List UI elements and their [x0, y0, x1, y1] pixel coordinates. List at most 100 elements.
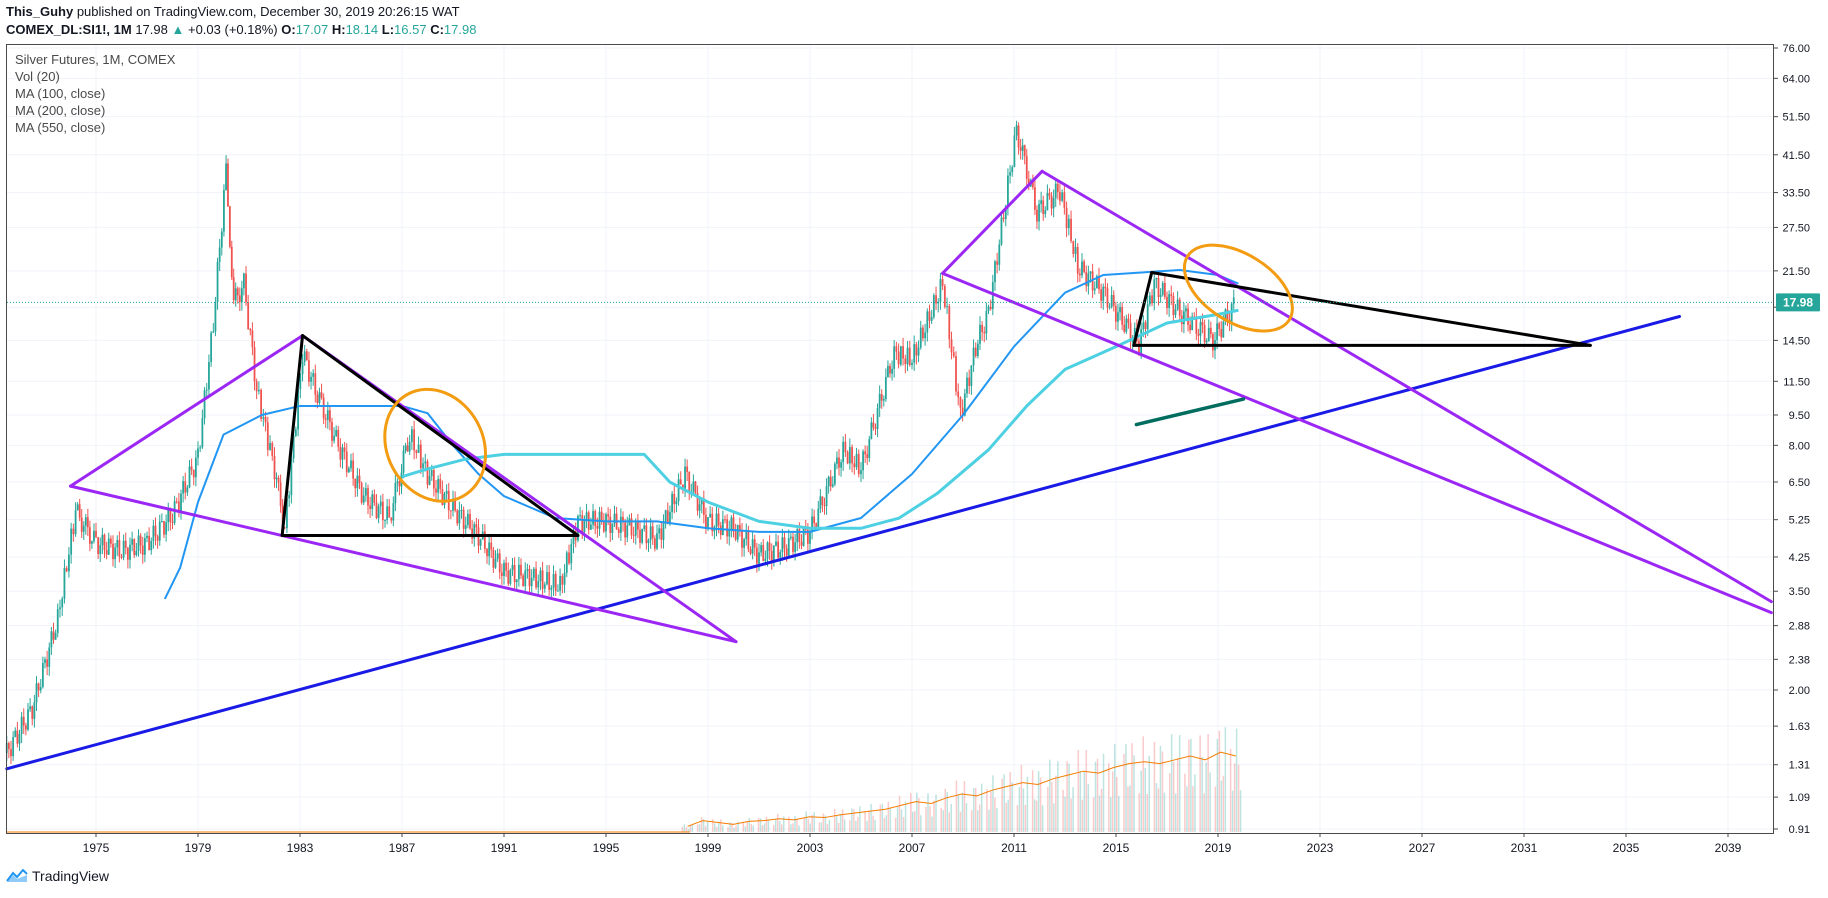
legend-vol[interactable]: Vol (20)	[15, 69, 60, 84]
candle-body	[619, 516, 622, 533]
candle-body	[1059, 192, 1061, 201]
legend-ma100[interactable]: MA (100, close)	[15, 86, 106, 101]
candle-body	[243, 273, 245, 289]
footer-brand[interactable]: TradingView	[6, 868, 109, 884]
candle-body	[44, 659, 46, 663]
candle-body	[324, 418, 327, 420]
candle-body	[946, 306, 948, 308]
candle-body	[581, 515, 584, 532]
volume-bar	[763, 823, 766, 832]
candle-body	[458, 510, 461, 524]
volume-bar	[1186, 786, 1188, 832]
candle-body	[561, 575, 564, 585]
candle-body	[86, 517, 89, 528]
candle-body	[335, 429, 338, 436]
candle-body	[649, 526, 652, 540]
candle-body	[796, 529, 799, 543]
candle-body	[511, 565, 514, 570]
candle-body	[331, 421, 333, 441]
volume-bar	[1085, 749, 1088, 832]
candle-body	[377, 506, 380, 518]
volume-bar	[1224, 727, 1227, 832]
candle-body	[452, 498, 454, 511]
candle-body	[1046, 193, 1049, 211]
candle-body	[524, 570, 527, 587]
volume-bar	[929, 806, 931, 832]
volume-bar	[864, 811, 866, 832]
candle-body	[367, 488, 369, 506]
candle-body	[874, 427, 877, 429]
candle-body	[836, 457, 838, 464]
volume-bar	[857, 816, 859, 832]
volume-bar	[1207, 734, 1209, 832]
candle-body	[833, 463, 836, 485]
candle-body	[915, 344, 918, 356]
candle-body	[972, 347, 975, 366]
candle-body	[339, 446, 342, 460]
volume-bar	[974, 787, 977, 832]
volume-bar	[822, 813, 825, 832]
candle-body	[266, 422, 269, 450]
candle-body	[253, 347, 256, 382]
volume-bar	[868, 811, 870, 832]
candle-body	[630, 518, 633, 536]
candle-body	[1048, 193, 1051, 196]
volume-bar	[843, 819, 846, 832]
volume-bar	[1102, 753, 1105, 832]
volume-bar	[1112, 771, 1114, 832]
candle-body	[150, 540, 153, 551]
candle-body	[1070, 218, 1072, 241]
candle-body	[388, 506, 391, 518]
legend-ma550[interactable]: MA (550, close)	[15, 120, 106, 135]
candle-body	[656, 533, 658, 549]
candle-body	[352, 460, 355, 479]
candle-body	[1067, 218, 1070, 229]
candle-body	[857, 453, 860, 475]
volume-bar	[933, 800, 935, 832]
candle-body	[1212, 333, 1214, 351]
candle-body	[97, 537, 100, 554]
volume-bar	[1172, 761, 1175, 832]
candle-body	[970, 365, 973, 386]
candle-body	[1163, 282, 1166, 297]
candle-body	[585, 512, 588, 521]
candle-body	[948, 306, 951, 340]
volume-bar	[696, 824, 699, 832]
candle-body	[1133, 327, 1136, 339]
candle-body	[1189, 324, 1192, 331]
candle-body	[781, 537, 784, 553]
candle-body	[715, 513, 718, 528]
volume-bar	[959, 811, 962, 832]
volume-bar	[1047, 786, 1049, 832]
candle-body	[811, 516, 813, 532]
y-tick-label: 33.50	[1782, 188, 1810, 200]
author-name[interactable]: This_Guhy	[6, 4, 74, 19]
candle-body	[445, 490, 448, 494]
volume-bar	[1170, 734, 1173, 832]
legend-title[interactable]: Silver Futures, 1M, COMEX	[15, 52, 176, 67]
candle-body	[1017, 125, 1020, 148]
y-tick-label: 4.25	[1789, 552, 1810, 564]
volume-bar	[746, 820, 749, 832]
volume-bar	[1153, 741, 1156, 832]
candle-body	[851, 447, 853, 464]
candle-body	[449, 510, 452, 512]
volume-bar	[1026, 776, 1029, 832]
candle-body	[88, 527, 91, 544]
candle-body	[513, 565, 516, 583]
candle-body	[14, 730, 17, 737]
candle-body	[700, 498, 703, 505]
candle-body	[186, 487, 189, 493]
candle-body	[120, 556, 123, 558]
candle-body	[1209, 327, 1212, 334]
candle-body	[1011, 167, 1014, 173]
candle-body	[37, 683, 40, 691]
candle-body	[607, 514, 610, 517]
volume-bar	[716, 826, 718, 832]
candle-body	[1185, 308, 1187, 312]
brand-name: TradingView	[32, 868, 110, 884]
legend-ma200[interactable]: MA (200, close)	[15, 103, 106, 118]
candle-body	[20, 716, 23, 735]
candle-body	[794, 542, 797, 552]
